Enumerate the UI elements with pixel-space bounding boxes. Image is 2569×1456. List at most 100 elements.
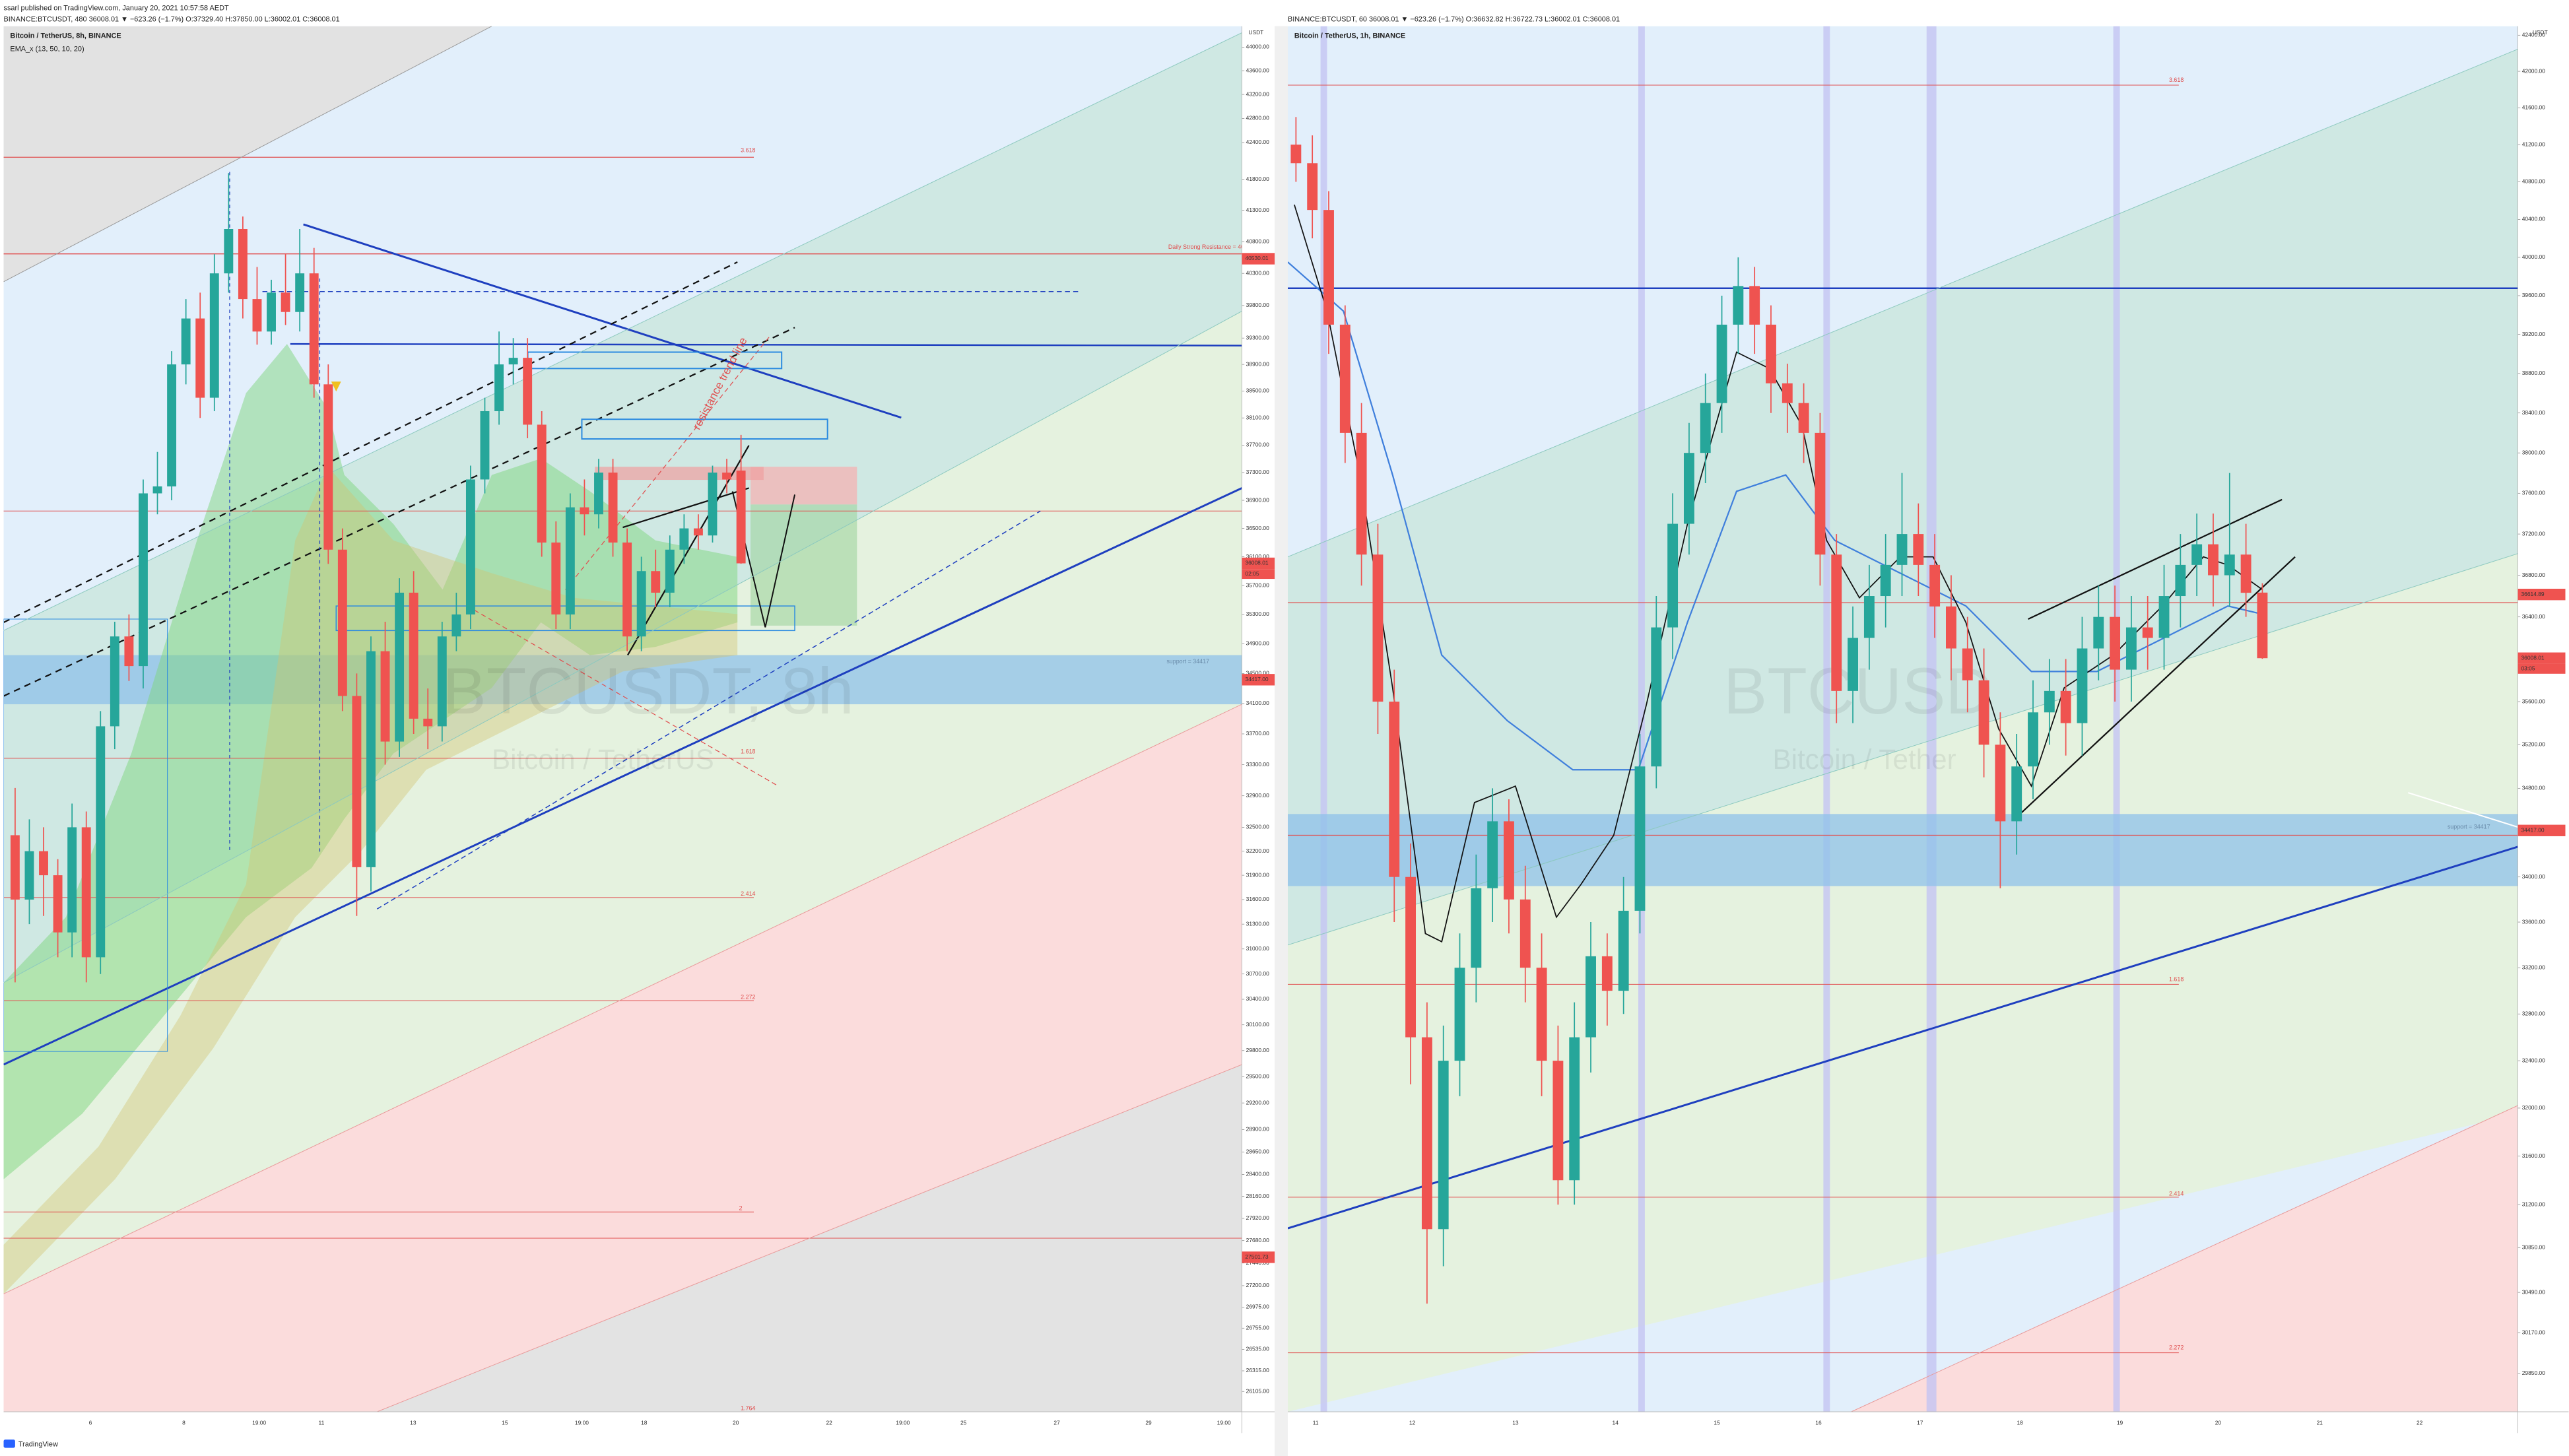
y-tick-label: 30170.00 — [2522, 1329, 2545, 1335]
candle-body — [39, 851, 48, 876]
candle-body — [1913, 534, 1924, 565]
axis-unit: USDT — [1248, 29, 1263, 36]
chart: 3.618 support = 34417 1.618 2.414 2.272 — [1290, 77, 2490, 1351]
candle-body — [2224, 554, 2235, 576]
price-label-box — [1242, 1251, 1275, 1263]
candle-body — [1782, 383, 1793, 403]
y-tick-label: 38100.00 — [1246, 414, 1269, 420]
price-label: 36008.01 — [1245, 560, 1268, 566]
y-tick-label: 37600.00 — [2522, 490, 2545, 496]
x-tick-label: 13 — [1512, 1420, 1519, 1426]
candle-body — [1716, 324, 1727, 403]
y-tick-label: 28900.00 — [1246, 1126, 1269, 1133]
y-tick-label: 35600.00 — [2522, 698, 2545, 704]
candle-body — [323, 384, 333, 550]
y-tick-label: 41600.00 — [2522, 104, 2545, 111]
annotation: 1.618 — [2169, 976, 2184, 982]
y-tick-label: 34000.00 — [2522, 873, 2545, 880]
candle-body — [409, 592, 418, 719]
candle-body — [110, 636, 119, 727]
chart-title: Bitcoin / TetherUS, 1h, BINANCE — [1294, 32, 1405, 40]
candle-body — [2060, 690, 2071, 723]
candle-body — [2044, 690, 2055, 713]
price-label-box — [2518, 589, 2566, 601]
y-tick-label: 33700.00 — [1246, 730, 1269, 737]
y-tick-label: 29800.00 — [1246, 1047, 1269, 1053]
countdown-box — [2518, 663, 2566, 674]
annotation: 3.618 — [2169, 77, 2184, 83]
candle-body — [309, 273, 319, 385]
y-tick-label: 39800.00 — [1246, 302, 1269, 308]
footer-brand[interactable]: TradingView — [18, 1441, 58, 1449]
candle-body — [2208, 544, 2219, 576]
candle-body — [1831, 554, 1842, 691]
price-label-box — [2518, 824, 2566, 836]
candle-body — [1421, 1037, 1432, 1230]
candle-body — [181, 318, 191, 365]
candle-body — [2028, 712, 2038, 767]
candle-body — [2257, 592, 2268, 659]
y-tick-label: 32800.00 — [2522, 1010, 2545, 1016]
y-tick-label: 42000.00 — [2522, 67, 2545, 74]
y-tick-label: 31600.00 — [2522, 1152, 2545, 1159]
candle-body — [24, 851, 34, 900]
candle-body — [1339, 324, 1351, 433]
x-tick-label: 13 — [410, 1420, 417, 1426]
price-label: 36008.01 — [2521, 654, 2544, 661]
y-tick-label: 42800.00 — [1246, 115, 1269, 121]
candle-body — [1519, 899, 1531, 968]
candle-body — [1618, 910, 1629, 991]
axes: 42400.00 42000.00 41600.00 41200.00 40800.00… — [1313, 32, 2566, 1426]
x-tick-label: 8 — [182, 1420, 185, 1426]
x-tick-label: 17 — [1917, 1420, 1923, 1426]
candle-body — [295, 273, 305, 312]
y-tick-label: 28650.00 — [1246, 1148, 1269, 1155]
countdown-box — [1242, 569, 1275, 579]
candle-body — [380, 651, 390, 742]
candle-body — [1667, 523, 1679, 628]
annotation: support = 34417 — [1166, 658, 1209, 665]
y-tick-label: 30490.00 — [2522, 1288, 2545, 1295]
candle-body — [1815, 432, 1826, 555]
candle-body — [523, 358, 533, 425]
candle-body — [1880, 564, 1891, 597]
published-line: ssarl published on TradingView.com, Janu… — [4, 4, 229, 12]
x-tick-label: 20 — [2215, 1420, 2222, 1426]
y-tick-label: 43200.00 — [1246, 90, 1269, 97]
candle-body — [366, 651, 376, 867]
price-label: 40530.01 — [1245, 255, 1268, 261]
y-tick-label: 40000.00 — [2522, 253, 2545, 260]
y-tick-label: 41200.00 — [2522, 141, 2545, 147]
y-tick-label: 40300.00 — [1246, 269, 1269, 276]
y-tick-label: 31300.00 — [1246, 920, 1269, 927]
candle-body — [209, 273, 219, 398]
candle-body — [565, 507, 575, 614]
candle-body — [1848, 638, 1859, 691]
candle-body — [580, 507, 589, 515]
y-tick-label: 36100.00 — [1246, 553, 1269, 560]
candle-body — [352, 696, 362, 867]
candle-body — [1634, 766, 1646, 911]
candle-body — [622, 543, 632, 637]
x-tick-label: 21 — [2317, 1420, 2323, 1426]
candle-body — [1946, 606, 1956, 649]
candle-body — [2093, 616, 2104, 649]
candle-body — [1863, 596, 1875, 638]
chart-title: Bitcoin / TetherUS, 8h, BINANCE — [10, 32, 121, 40]
candle-body — [1569, 1037, 1580, 1181]
candle-body — [451, 614, 461, 637]
candle-body — [2125, 627, 2137, 670]
y-tick-label: 31000.00 — [1246, 945, 1269, 952]
x-tick-label: 11 — [1313, 1420, 1319, 1426]
watermark-sub: Bitcoin / Tether — [1772, 744, 1956, 775]
watermark: BTCUSDT, 8h — [443, 655, 854, 728]
annotation: 1.764 — [741, 1405, 755, 1411]
candle-body — [2175, 564, 2186, 597]
x-tick-label: 11 — [319, 1420, 325, 1426]
y-tick-label: 27200.00 — [1246, 1282, 1269, 1288]
y-tick-label: 32500.00 — [1246, 824, 1269, 830]
y-tick-label: 38400.00 — [2522, 409, 2545, 416]
candle-body — [679, 528, 689, 550]
candle-body — [480, 411, 490, 480]
candle-body — [1389, 702, 1400, 877]
